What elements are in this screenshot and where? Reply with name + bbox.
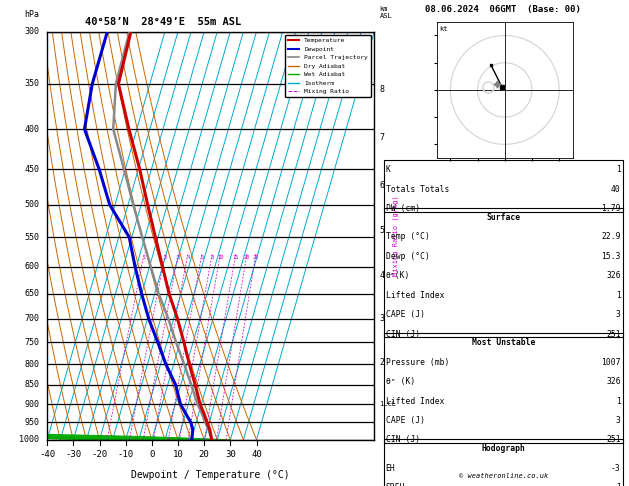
Text: 10: 10	[172, 450, 184, 459]
Text: Hodograph: Hodograph	[481, 444, 525, 453]
Text: -3: -3	[611, 464, 621, 473]
Text: 0: 0	[149, 450, 155, 459]
Text: 900: 900	[25, 399, 40, 409]
Text: 4: 4	[379, 271, 384, 280]
Text: Mixing Ratio (g/kg): Mixing Ratio (g/kg)	[392, 195, 399, 276]
Text: 20: 20	[199, 450, 209, 459]
Text: Dewp (°C): Dewp (°C)	[386, 252, 430, 261]
Text: 450: 450	[25, 165, 40, 174]
Text: 6: 6	[201, 255, 204, 260]
Text: θᵉ(K): θᵉ(K)	[386, 271, 410, 280]
Text: 326: 326	[606, 377, 621, 386]
Text: 15.3: 15.3	[601, 252, 621, 261]
Text: 1: 1	[616, 397, 621, 406]
Text: 30: 30	[225, 450, 236, 459]
Text: 08.06.2024  06GMT  (Base: 00): 08.06.2024 06GMT (Base: 00)	[425, 5, 581, 14]
Text: 300: 300	[25, 27, 40, 36]
Text: 3: 3	[616, 416, 621, 425]
Text: 1.79: 1.79	[601, 204, 621, 213]
Text: 350: 350	[25, 79, 40, 88]
Text: 8: 8	[211, 255, 214, 260]
Text: K: K	[386, 165, 391, 174]
Text: 25: 25	[253, 255, 259, 260]
Text: © weatheronline.co.uk: © weatheronline.co.uk	[459, 473, 548, 479]
Text: 1LCL: 1LCL	[379, 401, 396, 407]
Text: 2: 2	[164, 255, 167, 260]
Text: 1: 1	[616, 291, 621, 300]
Text: 3: 3	[616, 310, 621, 319]
Text: 6: 6	[379, 181, 384, 190]
Text: Temp (°C): Temp (°C)	[386, 232, 430, 242]
Text: 326: 326	[606, 271, 621, 280]
Text: CAPE (J): CAPE (J)	[386, 310, 425, 319]
Text: 10: 10	[217, 255, 224, 260]
Text: Dewpoint / Temperature (°C): Dewpoint / Temperature (°C)	[131, 470, 290, 481]
Text: 3: 3	[177, 255, 180, 260]
Text: Surface: Surface	[486, 213, 520, 222]
Text: Totals Totals: Totals Totals	[386, 185, 449, 194]
Text: 3: 3	[379, 314, 384, 323]
Text: 800: 800	[25, 360, 40, 369]
Text: 40: 40	[611, 185, 621, 194]
Text: 1000: 1000	[19, 435, 40, 444]
Text: 1007: 1007	[601, 358, 621, 367]
Text: Most Unstable: Most Unstable	[472, 338, 535, 347]
Text: 22.9: 22.9	[601, 232, 621, 242]
Text: 1: 1	[616, 483, 621, 486]
Text: 850: 850	[25, 380, 40, 389]
Text: -20: -20	[91, 450, 108, 459]
Text: CIN (J): CIN (J)	[386, 330, 420, 339]
Text: 650: 650	[25, 289, 40, 298]
Text: EH: EH	[386, 464, 396, 473]
Text: 1: 1	[616, 165, 621, 174]
Text: 700: 700	[25, 314, 40, 323]
Text: 950: 950	[25, 418, 40, 427]
Text: -40: -40	[39, 450, 55, 459]
Legend: Temperature, Dewpoint, Parcel Trajectory, Dry Adiabat, Wet Adiabat, Isotherm, Mi: Temperature, Dewpoint, Parcel Trajectory…	[285, 35, 371, 97]
Text: 1: 1	[143, 255, 146, 260]
Text: 8: 8	[379, 85, 384, 94]
Text: 400: 400	[25, 124, 40, 134]
Text: hPa: hPa	[25, 10, 40, 19]
Text: 20: 20	[244, 255, 250, 260]
Text: kt: kt	[440, 26, 448, 32]
Text: 550: 550	[25, 233, 40, 242]
Text: PW (cm): PW (cm)	[386, 204, 420, 213]
Text: SREH: SREH	[386, 483, 405, 486]
Text: 5: 5	[379, 226, 384, 235]
Text: Lifted Index: Lifted Index	[386, 291, 444, 300]
Text: 251: 251	[606, 330, 621, 339]
Text: 500: 500	[25, 200, 40, 209]
Text: 4: 4	[186, 255, 189, 260]
Text: -30: -30	[65, 450, 81, 459]
Text: CIN (J): CIN (J)	[386, 435, 420, 445]
Text: 750: 750	[25, 338, 40, 347]
Text: 40°58’N  28°49’E  55m ASL: 40°58’N 28°49’E 55m ASL	[85, 17, 241, 27]
Text: 251: 251	[606, 435, 621, 445]
Text: 2: 2	[379, 358, 384, 366]
Text: 15: 15	[233, 255, 239, 260]
Text: CAPE (J): CAPE (J)	[386, 416, 425, 425]
Text: θᵉ (K): θᵉ (K)	[386, 377, 415, 386]
Text: Lifted Index: Lifted Index	[386, 397, 444, 406]
Text: -10: -10	[118, 450, 134, 459]
Text: km
ASL: km ASL	[379, 6, 392, 19]
Text: Pressure (mb): Pressure (mb)	[386, 358, 449, 367]
Text: 600: 600	[25, 262, 40, 271]
Text: 40: 40	[251, 450, 262, 459]
Text: 7: 7	[379, 133, 384, 142]
